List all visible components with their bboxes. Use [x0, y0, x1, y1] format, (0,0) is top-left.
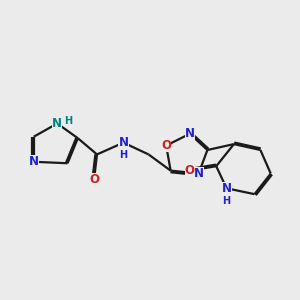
Text: N: N [185, 127, 195, 140]
Text: N: N [222, 182, 232, 195]
Text: O: O [185, 164, 195, 177]
Text: H: H [64, 116, 73, 126]
Text: O: O [89, 173, 99, 186]
Text: N: N [29, 155, 39, 168]
Text: O: O [161, 139, 171, 152]
Text: H: H [119, 150, 128, 160]
Text: N: N [194, 167, 204, 180]
Text: H: H [223, 196, 231, 206]
Text: N: N [52, 117, 62, 130]
Text: N: N [118, 136, 128, 149]
